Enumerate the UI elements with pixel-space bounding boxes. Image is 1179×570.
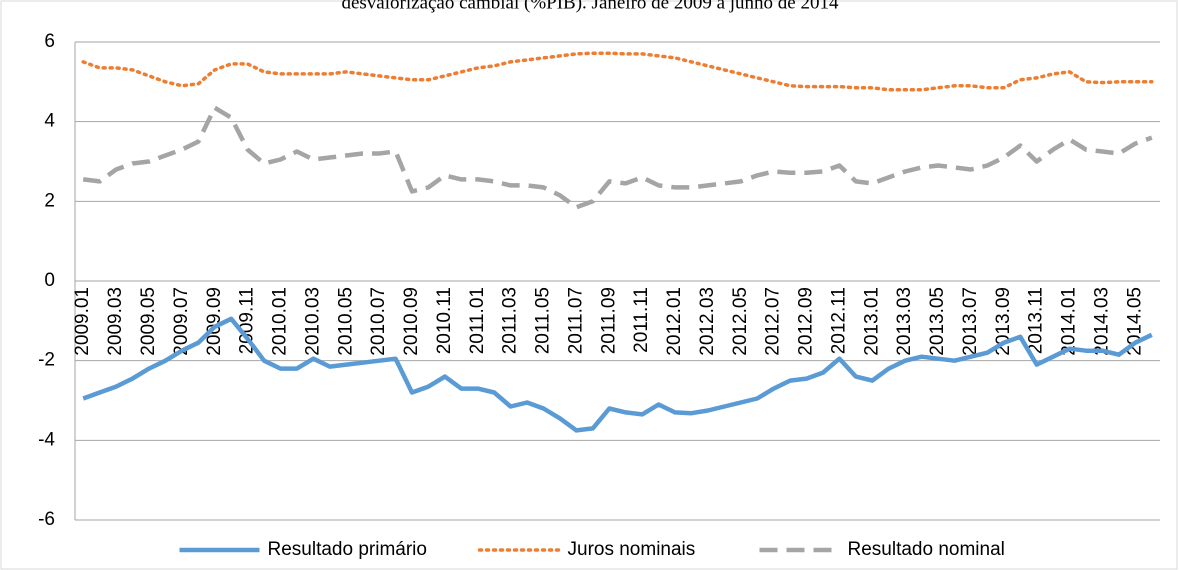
legend-label: Resultado primário [268, 539, 427, 560]
x-tick-label: 2011.11 [631, 287, 652, 353]
x-tick-label: 2009.07 [171, 287, 192, 356]
series-line [82, 105, 1153, 210]
x-tick-label: 2011.05 [533, 287, 554, 354]
x-tick-label: 2013.05 [927, 287, 948, 356]
x-tick-label: 2011.01 [467, 287, 488, 354]
x-tick-label: 2010.01 [270, 287, 291, 356]
x-tick-label: 2013.01 [861, 287, 882, 356]
x-tick-label: 2014.01 [1059, 287, 1080, 356]
y-tick-label: 0 [44, 270, 55, 291]
chart-title: desvalorização cambial (%PIB). Janeiro d… [341, 0, 839, 13]
x-tick-label: 2012.11 [828, 287, 849, 354]
x-tick-label: 2010.05 [335, 287, 356, 356]
x-tick-label: 2010.11 [434, 287, 455, 354]
x-tick-label: 2013.11 [1026, 287, 1047, 354]
legend-label: Juros nominais [568, 539, 696, 560]
x-tick-label: 2013.03 [894, 287, 915, 356]
x-tick-label: 2010.09 [401, 287, 422, 356]
x-tick-label: 2010.03 [302, 287, 323, 356]
series-line [82, 316, 1153, 433]
x-tick-label: 2009.09 [204, 287, 225, 356]
x-tick-label: 2011.03 [500, 287, 521, 354]
x-tick-label: 2009.11 [237, 287, 258, 354]
x-tick-label: 2011.09 [598, 287, 619, 354]
x-tick-label: 2009.03 [105, 287, 126, 356]
x-tick-label: 2013.09 [993, 287, 1014, 356]
legend-label: Resultado nominal [848, 539, 1005, 560]
x-tick-label: 2013.07 [960, 287, 981, 356]
x-tick-label: 2010.07 [368, 287, 389, 356]
series-line [81, 51, 1154, 92]
x-tick-label: 2012.09 [796, 287, 817, 356]
y-tick-label: 2 [44, 190, 55, 211]
x-tick-label: 2012.05 [730, 287, 751, 356]
y-tick-label: -2 [38, 350, 55, 371]
y-tick-label: -4 [38, 429, 55, 450]
x-tick-label: 2012.07 [763, 287, 784, 356]
x-tick-label: 2012.01 [664, 287, 685, 356]
x-tick-label: 2014.03 [1091, 287, 1112, 356]
y-tick-label: -6 [38, 509, 55, 530]
x-tick-label: 2011.07 [565, 287, 586, 354]
x-tick-label: 2012.03 [697, 287, 718, 356]
y-tick-label: 6 [44, 31, 55, 52]
x-tick-label: 2009.01 [72, 287, 93, 356]
y-tick-label: 4 [44, 111, 55, 132]
x-tick-label: 2009.05 [138, 287, 159, 356]
